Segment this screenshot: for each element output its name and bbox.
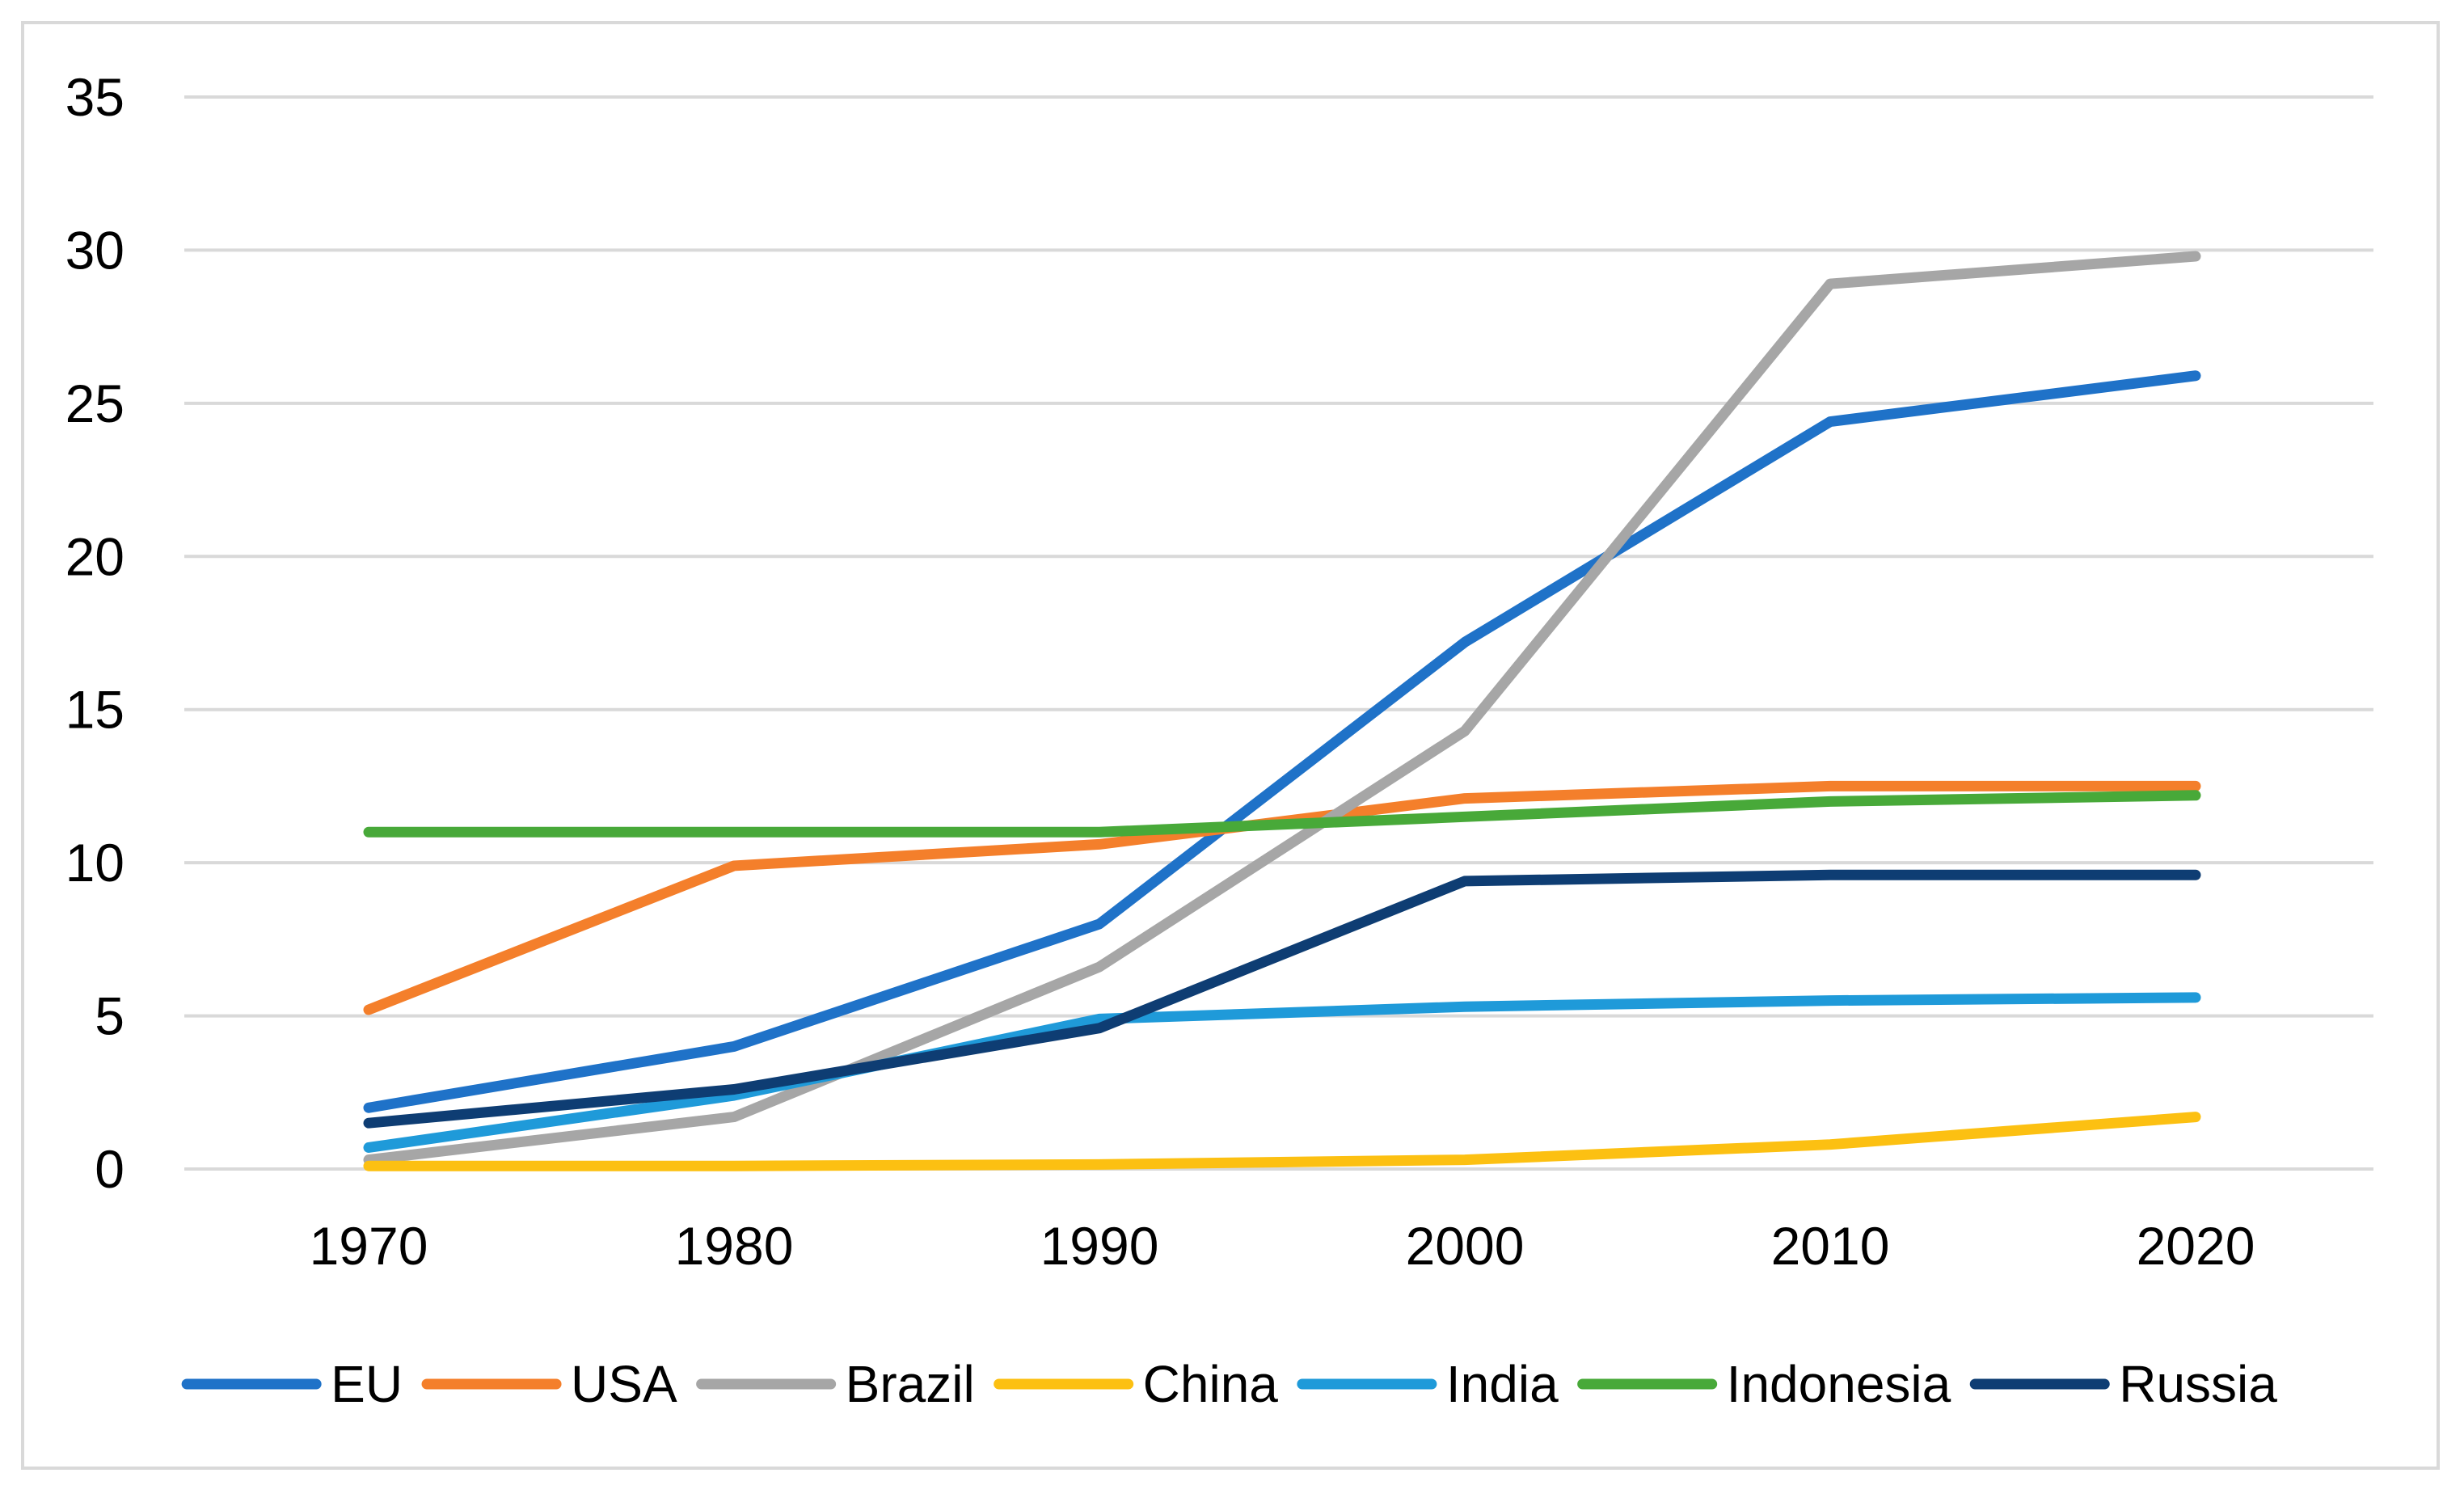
series-line-china xyxy=(363,1112,2201,1171)
y-tick-label-5: 5 xyxy=(95,986,124,1046)
x-tick-label-1980: 1980 xyxy=(675,1216,794,1276)
y-tick-label-25: 25 xyxy=(65,374,124,433)
series-line-eu xyxy=(363,370,2201,1113)
y-tick-label-35: 35 xyxy=(65,67,124,127)
y-tick-label-0: 0 xyxy=(95,1139,124,1199)
legend-item-india: India xyxy=(1297,1355,1559,1413)
x-tick-label-2010: 2010 xyxy=(1771,1216,1890,1276)
chart-frame xyxy=(21,21,2440,1470)
x-tick-label-2020: 2020 xyxy=(2137,1216,2255,1276)
x-tick-label-2000: 2000 xyxy=(1406,1216,1525,1276)
legend-item-eu: EU xyxy=(181,1355,403,1413)
legend-item-russia: Russia xyxy=(1969,1355,2277,1413)
legend: EU USA Brazil China India Indonesia Russia xyxy=(181,1355,2277,1413)
legend-label-russia: Russia xyxy=(2119,1355,2277,1413)
legend-label-india: India xyxy=(1446,1355,1559,1413)
legend-label-eu: EU xyxy=(331,1355,403,1413)
series-lines xyxy=(363,251,2201,1171)
y-tick-label-30: 30 xyxy=(65,220,124,280)
x-axis-tick-labels: 1970 1980 1990 2000 2010 2020 xyxy=(310,1216,2255,1276)
legend-label-indonesia: Indonesia xyxy=(1727,1355,1951,1413)
x-tick-label-1990: 1990 xyxy=(1040,1216,1159,1276)
y-tick-label-20: 20 xyxy=(65,526,124,586)
y-tick-label-15: 15 xyxy=(65,680,124,740)
legend-item-brazil: Brazil xyxy=(696,1355,975,1413)
legend-item-usa: USA xyxy=(421,1355,677,1413)
legend-label-brazil: Brazil xyxy=(846,1355,975,1413)
x-tick-label-1970: 1970 xyxy=(310,1216,428,1276)
legend-label-china: China xyxy=(1143,1355,1279,1413)
series-line-brazil xyxy=(363,251,2201,1166)
legend-item-china: China xyxy=(994,1355,1279,1413)
series-line-russia xyxy=(363,869,2201,1129)
y-tick-label-10: 10 xyxy=(65,833,124,893)
series-line-indonesia xyxy=(363,790,2201,838)
legend-label-usa: USA xyxy=(571,1355,677,1413)
y-axis-tick-labels: 0 5 10 15 20 25 30 35 xyxy=(65,67,124,1199)
series-line-india xyxy=(363,992,2201,1153)
legend-item-indonesia: Indonesia xyxy=(1577,1355,1951,1413)
